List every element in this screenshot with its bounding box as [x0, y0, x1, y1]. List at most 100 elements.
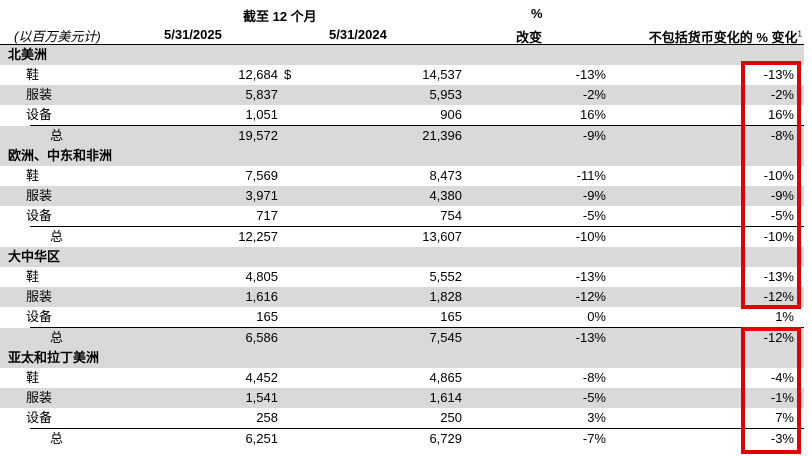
value-change: -11% [576, 168, 606, 183]
total-2024: 6,729 [429, 431, 462, 446]
header-period: 截至 12 个月 [243, 9, 317, 24]
value-2025: 165 [256, 309, 278, 324]
total-label: 总 [50, 330, 64, 345]
total-label: 总 [50, 431, 64, 446]
header-col-2024: 5/31/2024 [329, 27, 387, 42]
value-2025: 12,684 [238, 67, 278, 82]
row-label: 服装 [26, 390, 53, 405]
value-2024: 1,828 [429, 289, 462, 304]
section-name: 亚太和拉丁美洲 [8, 350, 100, 365]
total-2025: 19,572 [238, 128, 278, 143]
value-2025: 7,569 [245, 168, 278, 183]
value-fx-change: -5% [770, 208, 794, 223]
table-row: 服装 1,616 1,828 -12% -12% [0, 287, 804, 307]
footnote-marker: 1 [797, 29, 802, 39]
section-name: 北美洲 [8, 47, 48, 62]
value-fx-change: 16% [767, 107, 794, 122]
value-fx-change: -12% [763, 289, 794, 304]
header-units: (以百万美元计) [14, 29, 101, 44]
value-2024: 5,552 [429, 269, 462, 284]
section-row: 欧洲、中东和非洲 [0, 146, 804, 166]
value-2025: 1,541 [245, 390, 278, 405]
value-2024: 250 [440, 410, 462, 425]
total-2024: 7,545 [429, 330, 462, 345]
value-change: -5% [582, 390, 606, 405]
value-2025: 1,616 [245, 289, 278, 304]
header-col-fx: 不包括货币变化的 % 变化1 [649, 27, 802, 46]
section-row: 亚太和拉丁美洲 [0, 348, 804, 368]
row-label: 鞋 [26, 269, 40, 284]
row-label: 设备 [26, 309, 53, 324]
table-row: 鞋 7,569 8,473 -11% -10% [0, 166, 804, 186]
currency-symbol: $ [284, 67, 292, 82]
header-rule [0, 44, 804, 45]
total-change: -9% [582, 128, 606, 143]
value-change: 16% [579, 107, 606, 122]
value-change: -2% [582, 87, 606, 102]
value-2025: 258 [256, 410, 278, 425]
table-row: 服装 3,971 4,380 -9% -9% [0, 186, 804, 206]
table-row: 鞋 4,452 4,865 -8% -4% [0, 368, 804, 388]
total-row: 总 6,586 7,545 -13% -12% [0, 328, 804, 348]
section-row: 大中华区 [0, 247, 804, 267]
value-2025: 1,051 [245, 107, 278, 122]
header-col-fx-label: 不包括货币变化的 % 变化 [648, 30, 798, 45]
total-row: 总 6,251 6,729 -7% -3% [0, 429, 804, 449]
value-change: 3% [587, 410, 606, 425]
value-fx-change: -10% [763, 168, 794, 183]
total-change: -7% [582, 431, 606, 446]
header-col-change: 改变 [516, 30, 543, 45]
value-change: -5% [582, 208, 606, 223]
value-2024: 5,953 [429, 87, 462, 102]
row-label: 鞋 [26, 67, 40, 82]
value-fx-change: -13% [763, 269, 794, 284]
header-pct-symbol: % [531, 6, 543, 21]
table-row: 服装 1,541 1,614 -5% -1% [0, 388, 804, 408]
value-2025: 3,971 [245, 188, 278, 203]
value-change: -13% [575, 67, 606, 82]
total-2024: 13,607 [422, 229, 462, 244]
value-change: -12% [575, 289, 606, 304]
table-row: 服装 5,837 5,953 -2% -2% [0, 85, 804, 105]
total-2025: 6,586 [245, 330, 278, 345]
value-2024: 1,614 [429, 390, 462, 405]
value-change: -9% [582, 188, 606, 203]
total-label: 总 [50, 128, 64, 143]
value-fx-change: -2% [770, 87, 794, 102]
table-row: 设备 165 165 0% 1% [0, 307, 804, 327]
section-name: 欧洲、中东和非洲 [8, 148, 113, 163]
value-2024: 4,380 [429, 188, 462, 203]
value-2024: 754 [440, 208, 462, 223]
row-label: 服装 [26, 188, 53, 203]
value-fx-change: -9% [770, 188, 794, 203]
value-2025: 4,805 [245, 269, 278, 284]
row-label: 设备 [26, 208, 53, 223]
total-fx-change: -10% [763, 229, 794, 244]
value-change: -8% [582, 370, 606, 385]
row-label: 设备 [26, 107, 53, 122]
highlight-box-lower [741, 327, 801, 454]
section-name: 大中华区 [8, 249, 61, 264]
section-row: 北美洲 [0, 45, 804, 65]
value-2024: 906 [440, 107, 462, 122]
value-fx-change: -1% [770, 390, 794, 405]
value-fx-change: 7% [775, 410, 794, 425]
total-fx-change: -3% [770, 431, 794, 446]
highlight-box-upper [741, 61, 801, 309]
total-rule [30, 428, 804, 429]
total-2025: 12,257 [238, 229, 278, 244]
total-row: 总 12,257 13,607 -10% -10% [0, 227, 804, 247]
total-fx-change: -12% [763, 330, 794, 345]
total-row: 总 19,572 21,396 -9% -8% [0, 126, 804, 146]
total-fx-change: -8% [770, 128, 794, 143]
total-2024: 21,396 [422, 128, 462, 143]
row-label: 设备 [26, 410, 53, 425]
value-change: 0% [587, 309, 606, 324]
row-label: 服装 [26, 87, 53, 102]
value-change: -13% [575, 269, 606, 284]
total-rule [30, 125, 804, 126]
value-2024: 165 [440, 309, 462, 324]
row-label: 鞋 [26, 168, 40, 183]
row-label: 鞋 [26, 370, 40, 385]
value-fx-change: 1% [775, 309, 794, 324]
